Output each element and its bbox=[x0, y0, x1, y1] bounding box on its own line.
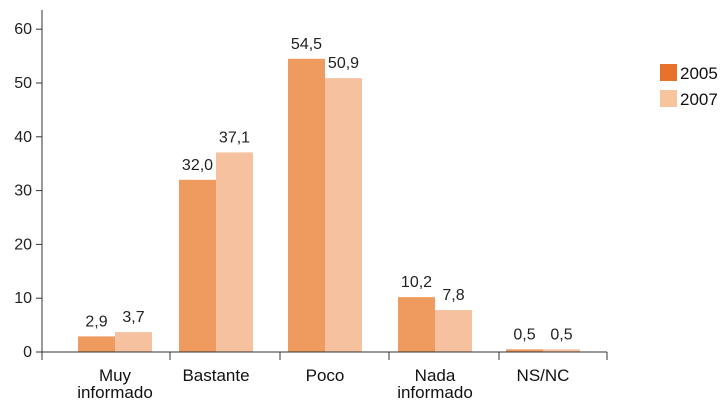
legend-label: 2005 bbox=[680, 64, 718, 83]
bar-2005-4 bbox=[506, 349, 543, 352]
data-label: 32,0 bbox=[182, 157, 213, 174]
y-tick-label: 50 bbox=[14, 75, 32, 92]
y-tick-label: 0 bbox=[23, 344, 32, 361]
legend: 2005 2007 bbox=[660, 64, 718, 109]
category-label: Nada bbox=[415, 366, 456, 385]
y-tick-label: 60 bbox=[14, 21, 32, 38]
y-tick-label: 20 bbox=[14, 236, 32, 253]
bar-2007-0 bbox=[115, 332, 152, 352]
bar-2007-4 bbox=[543, 349, 580, 352]
legend-swatch-2005 bbox=[660, 64, 677, 81]
category-label: informado bbox=[77, 383, 153, 402]
data-label: 50,9 bbox=[328, 55, 359, 72]
data-label: 10,2 bbox=[401, 274, 432, 291]
category-label: Bastante bbox=[182, 366, 249, 385]
bar-2005-3 bbox=[398, 297, 435, 352]
category-label: informado bbox=[397, 383, 473, 402]
data-label: 37,1 bbox=[219, 129, 250, 146]
bar-2007-2 bbox=[325, 78, 362, 353]
data-label: 54,5 bbox=[291, 36, 322, 53]
data-label: 7,8 bbox=[442, 287, 464, 304]
legend-label: 2007 bbox=[680, 90, 718, 109]
bar-2007-3 bbox=[435, 310, 472, 352]
y-tick-label: 40 bbox=[14, 129, 32, 146]
bar-2005-2 bbox=[288, 58, 325, 352]
data-label: 0,5 bbox=[550, 326, 572, 343]
legend-swatch-2007 bbox=[660, 90, 677, 107]
bar-2007-1 bbox=[216, 152, 253, 352]
y-tick-label: 30 bbox=[14, 183, 32, 200]
y-tick-label: 10 bbox=[14, 290, 32, 307]
bar-2005-1 bbox=[179, 179, 216, 352]
bar-2005-0 bbox=[78, 336, 115, 352]
category-label: NS/NC bbox=[517, 366, 570, 385]
data-label: 3,7 bbox=[122, 309, 144, 326]
data-label: 0,5 bbox=[513, 326, 535, 343]
category-label: Poco bbox=[306, 366, 345, 385]
y-axis: 0 10 20 30 40 50 60 bbox=[14, 10, 43, 361]
category-label: Muy bbox=[99, 366, 132, 385]
bars: 2,9 32,0 54,5 10,2 0,5 3,7 37,1 50,9 7,8 0,5 bbox=[78, 36, 580, 353]
data-label: 2,9 bbox=[85, 313, 107, 330]
